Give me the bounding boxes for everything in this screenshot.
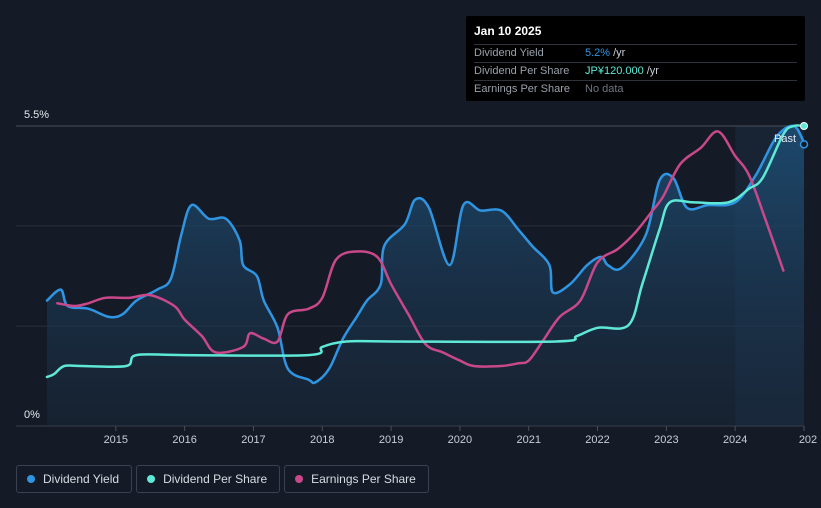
earnings-per-share-line — [56, 130, 785, 368]
x-tick-label: 202 — [799, 434, 817, 446]
tooltip-label: Dividend Per Share — [474, 65, 570, 77]
dividend-yield-area — [47, 125, 804, 426]
tooltip-value: No data — [585, 83, 624, 95]
tooltip-unit: /yr — [646, 65, 659, 77]
x-tick-label: 2020 — [448, 434, 472, 446]
y-tick-label-bottom: 0% — [24, 409, 40, 421]
tooltip-dps-value: JP¥120.000 — [585, 65, 644, 77]
earnings-per-share-dot-icon — [295, 475, 304, 483]
tooltip-label: Earnings Per Share — [474, 83, 570, 95]
x-axis: 2015 2016 2017 2018 2019 2020 2021 2022 2023 2024… — [104, 426, 817, 446]
dividend-per-share-dot-icon — [147, 475, 156, 483]
x-tick-label: 2021 — [516, 434, 540, 446]
legend-label: Dividend Yield — [43, 472, 120, 486]
legend: Dividend Yield Dividend Per Share Earnin… — [16, 465, 429, 493]
y-tick-label-top: 5.5% — [24, 109, 49, 121]
tooltip-unit: /yr — [613, 47, 626, 59]
past-label: Past — [774, 133, 796, 145]
tooltip: Jan 10 2025 Dividend Yield 5.2%/yr Divid… — [466, 16, 805, 101]
dividend-per-share-end-marker — [800, 122, 808, 130]
legend-item-dividend-per-share[interactable]: Dividend Per Share — [136, 465, 281, 493]
dividend-yield-line — [45, 124, 806, 385]
x-tick-label: 2015 — [104, 434, 128, 446]
dividend-per-share-line — [45, 124, 806, 379]
legend-label: Earnings Per Share — [311, 472, 416, 486]
tooltip-value: JP¥120.000/yr — [585, 63, 659, 80]
tooltip-row-dividend-yield: Dividend Yield 5.2%/yr — [474, 44, 797, 62]
dividend-yield-end-marker — [799, 140, 809, 149]
x-tick-label: 2017 — [241, 434, 265, 446]
tooltip-row-dividend-per-share: Dividend Per Share JP¥120.000/yr — [474, 62, 797, 80]
tooltip-row-earnings-per-share: Earnings Per Share No data — [474, 80, 797, 98]
legend-item-earnings-per-share[interactable]: Earnings Per Share — [284, 465, 429, 493]
tooltip-date: Jan 10 2025 — [474, 24, 542, 38]
x-tick-label: 2023 — [654, 434, 678, 446]
x-tick-label: 2024 — [723, 434, 747, 446]
tooltip-value: 5.2%/yr — [585, 45, 625, 62]
dividend-yield-dot-icon — [27, 475, 35, 483]
tooltip-yield-value: 5.2% — [585, 47, 611, 59]
x-tick-label: 2016 — [172, 434, 196, 446]
legend-label: Dividend Per Share — [163, 472, 268, 486]
legend-item-dividend-yield[interactable]: Dividend Yield — [16, 465, 133, 493]
x-tick-label: 2018 — [310, 434, 334, 446]
tooltip-label: Dividend Yield — [474, 47, 544, 59]
x-tick-label: 2019 — [379, 434, 403, 446]
x-tick-label: 2022 — [585, 434, 609, 446]
